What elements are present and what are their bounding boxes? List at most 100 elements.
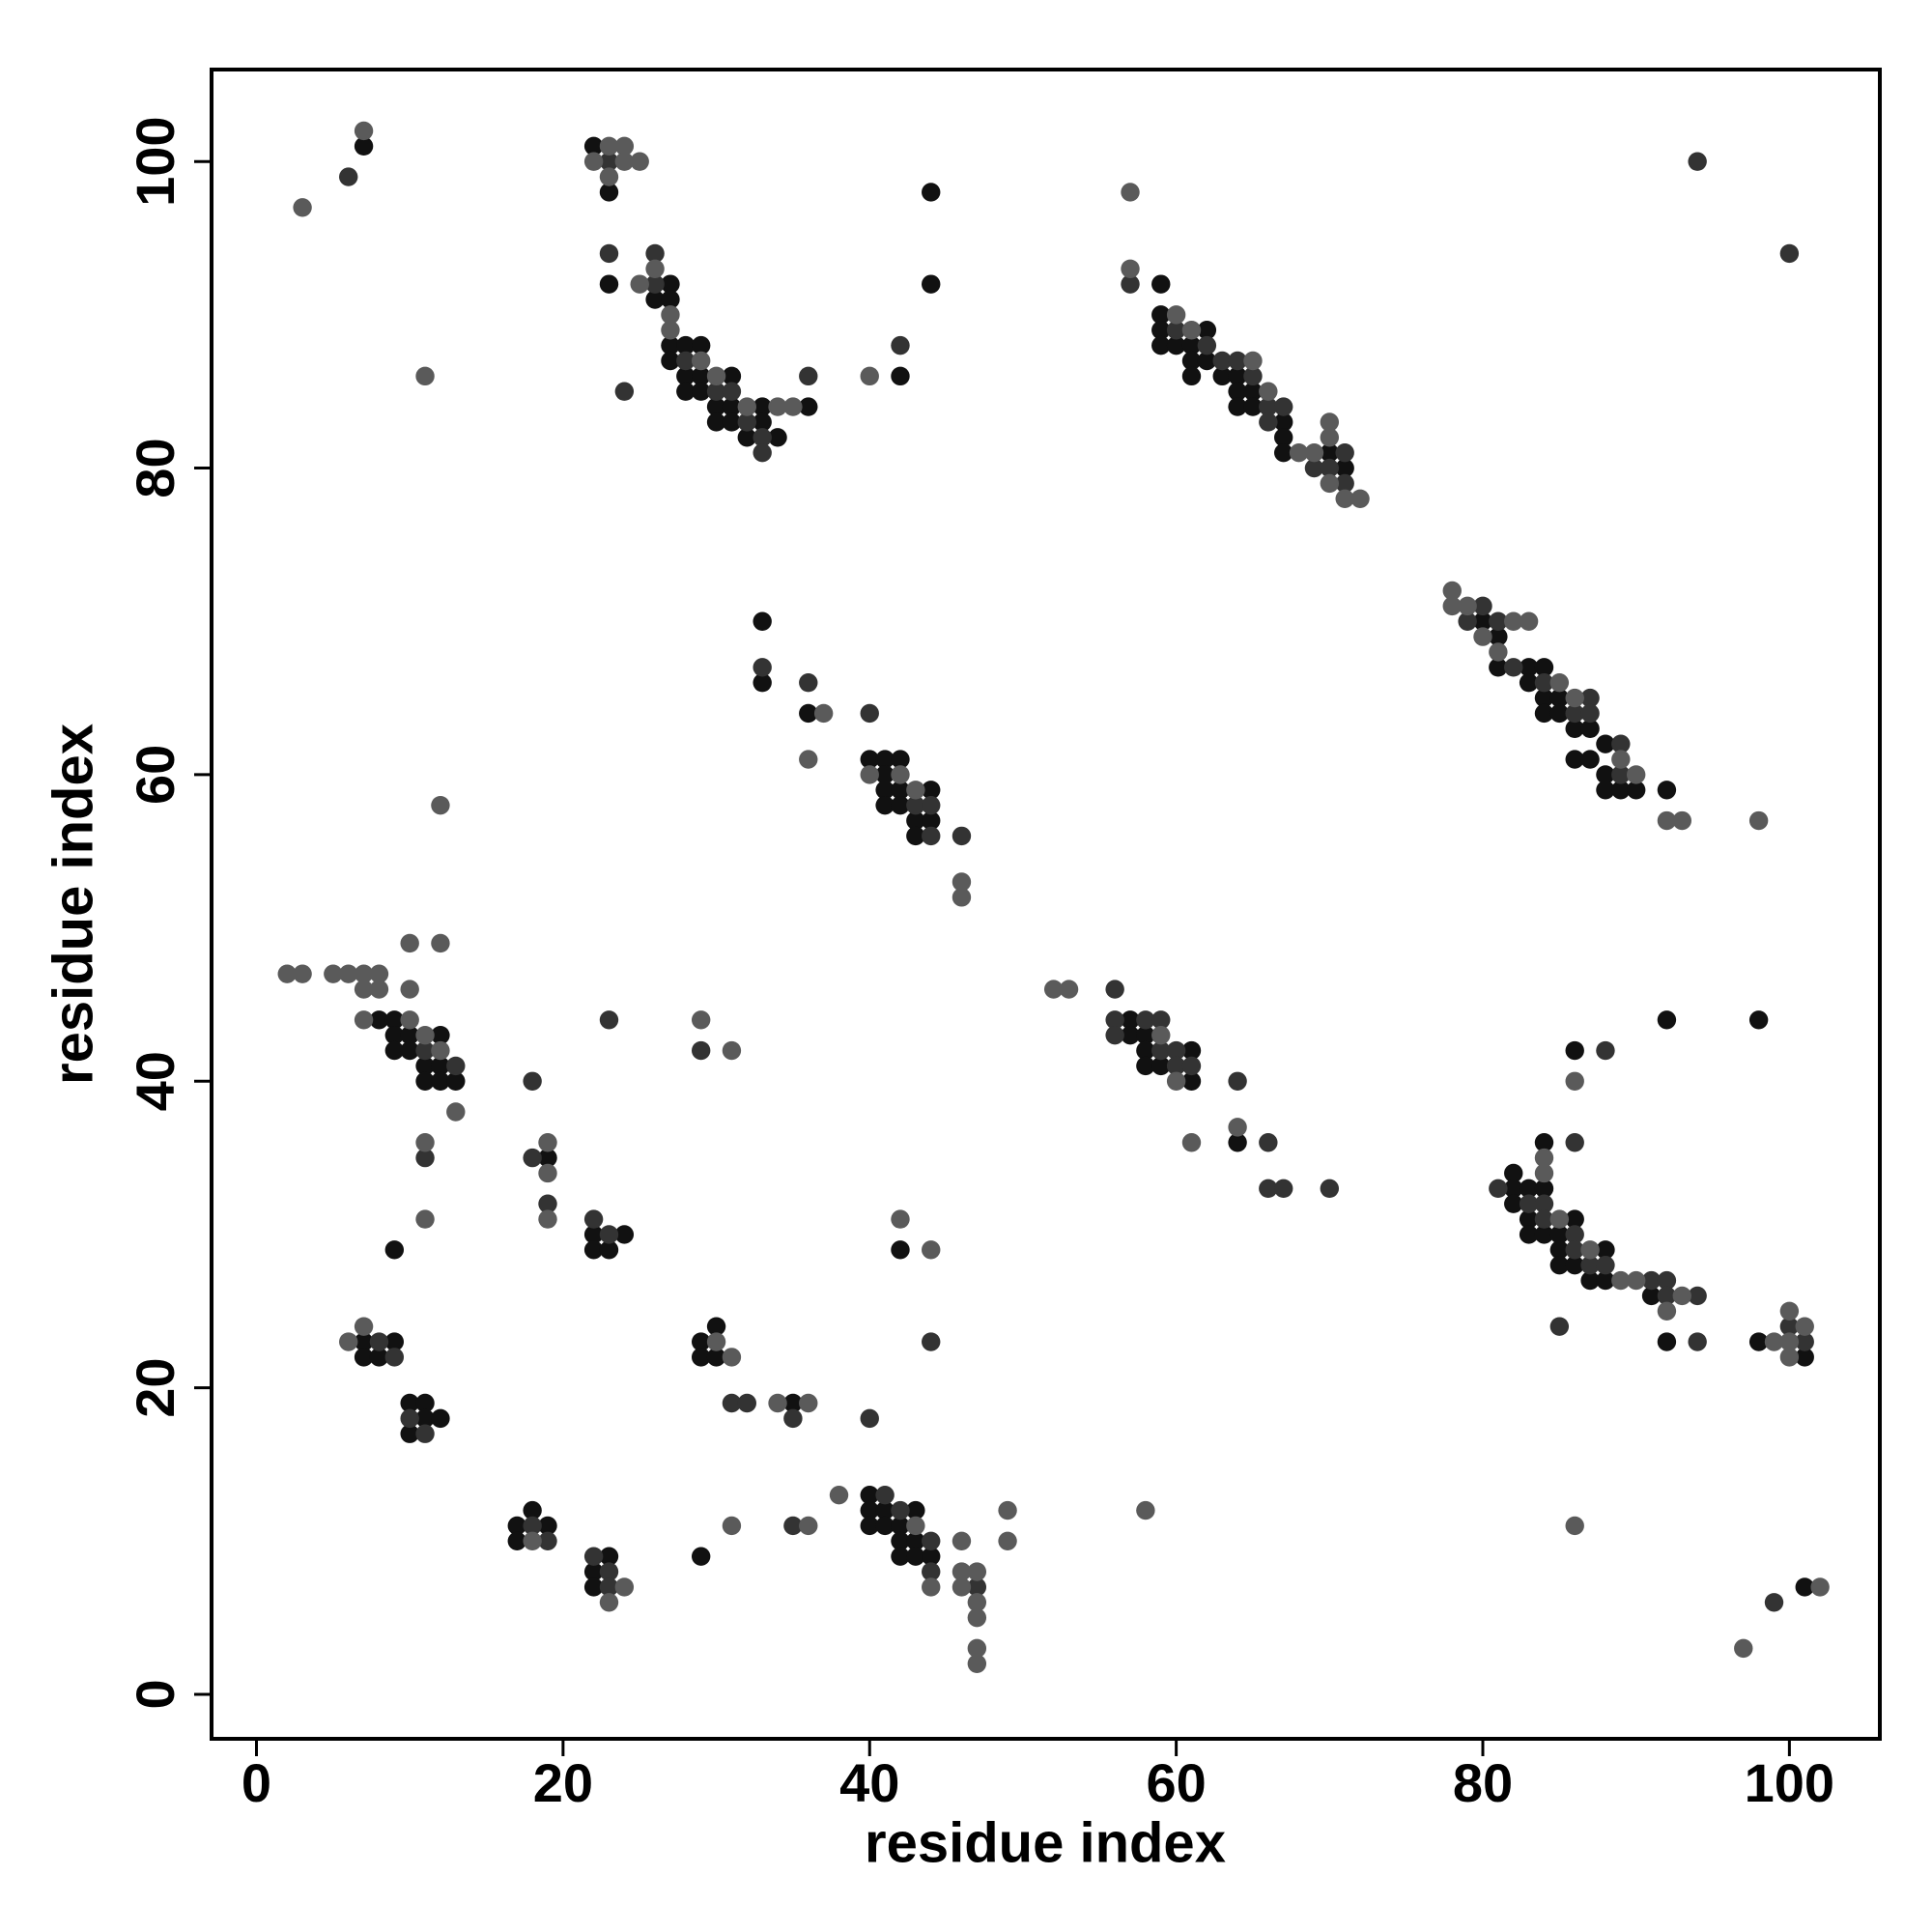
contact-point — [706, 366, 726, 386]
contact-point — [645, 259, 665, 278]
contact-point — [1672, 1286, 1691, 1306]
contact-point — [922, 781, 941, 800]
contact-point — [722, 1348, 742, 1367]
contact-point — [415, 366, 435, 386]
contact-point — [875, 795, 895, 815]
contact-point — [1534, 1209, 1554, 1229]
contact-point — [1565, 1516, 1584, 1536]
contact-point — [1259, 412, 1278, 432]
contact-point — [906, 1547, 925, 1566]
contact-point — [1504, 658, 1523, 677]
contact-point — [339, 1332, 358, 1351]
contact-point — [614, 1225, 635, 1244]
contact-point — [783, 1408, 803, 1429]
contact-point — [1534, 1163, 1554, 1183]
contact-point — [523, 1531, 542, 1551]
contact-point — [691, 1040, 711, 1061]
contact-point — [1105, 980, 1124, 999]
contact-point — [1641, 1286, 1662, 1306]
contact-point — [952, 826, 972, 846]
contact-point — [1320, 428, 1340, 447]
contact-point — [891, 1209, 910, 1229]
contact-point — [1779, 1332, 1800, 1351]
contact-point — [1274, 428, 1293, 447]
contact-point — [538, 1163, 557, 1183]
contact-point — [630, 274, 649, 294]
contact-point — [1795, 1348, 1814, 1367]
contact-point — [1059, 980, 1079, 999]
contact-point — [1611, 1270, 1631, 1291]
contact-point — [1136, 1010, 1155, 1030]
contact-point — [1243, 382, 1263, 401]
contact-point — [691, 366, 711, 386]
contact-point — [922, 1562, 941, 1581]
contact-point — [1534, 1148, 1554, 1168]
contact-point — [1565, 1133, 1584, 1152]
contact-point — [538, 1133, 557, 1152]
contact-point — [860, 703, 879, 724]
contact-point — [1243, 397, 1263, 416]
contact-point — [415, 1424, 435, 1443]
contact-point — [1580, 703, 1600, 724]
plot-frame — [210, 68, 1882, 1741]
contact-point — [1228, 366, 1247, 386]
contact-point — [1473, 596, 1492, 616]
contact-point — [1580, 719, 1600, 739]
contact-point — [599, 1547, 619, 1566]
contact-point — [1549, 703, 1570, 724]
contact-point — [384, 1010, 405, 1030]
contact-point — [1304, 458, 1324, 478]
contact-point — [369, 964, 389, 983]
contact-point — [400, 1040, 419, 1061]
contact-point — [1136, 1025, 1155, 1045]
contact-point — [293, 964, 312, 983]
contact-point — [1534, 1133, 1554, 1152]
contact-point — [998, 1500, 1017, 1520]
contact-point — [1335, 473, 1354, 494]
contact-point — [1596, 765, 1615, 784]
contact-point — [400, 980, 419, 999]
contact-point — [1212, 351, 1232, 371]
contact-point — [354, 121, 374, 141]
contact-point — [706, 412, 726, 432]
contact-point — [1580, 1270, 1600, 1291]
contact-point — [922, 1332, 941, 1351]
x-tick-label: 20 — [533, 1752, 593, 1813]
contact-point — [922, 274, 941, 294]
contact-point — [1657, 1301, 1677, 1321]
contact-point — [1320, 1179, 1340, 1199]
contact-point — [339, 964, 358, 983]
contact-point — [1151, 335, 1171, 355]
contact-point — [1504, 611, 1523, 631]
contact-point — [1181, 1056, 1202, 1076]
contact-point — [614, 136, 635, 156]
contact-point — [324, 964, 343, 983]
contact-point — [1779, 1301, 1800, 1321]
contact-point — [967, 1577, 987, 1597]
contact-point — [860, 765, 879, 784]
contact-point — [1274, 397, 1293, 416]
contact-point — [1748, 810, 1769, 831]
contact-point — [1151, 1040, 1171, 1061]
contact-point — [446, 1102, 466, 1122]
contact-point — [1596, 1255, 1615, 1275]
contact-point — [1748, 1332, 1769, 1351]
contact-point — [354, 1332, 374, 1351]
contact-point — [1350, 489, 1370, 508]
contact-point — [1565, 1040, 1584, 1061]
contact-point — [599, 1562, 619, 1581]
x-tick-label: 60 — [1146, 1752, 1206, 1813]
contact-point — [706, 397, 726, 416]
contact-point — [384, 1040, 405, 1061]
contact-point — [1136, 1056, 1155, 1076]
contact-point — [1259, 397, 1278, 416]
contact-point — [354, 964, 374, 983]
contact-point — [706, 1317, 726, 1336]
contact-point — [1657, 810, 1677, 831]
contact-point — [1734, 1638, 1753, 1659]
contact-point — [1151, 1056, 1171, 1076]
contact-point — [891, 1500, 910, 1520]
contact-point — [922, 795, 941, 815]
contact-point — [614, 382, 635, 401]
contact-point — [1565, 703, 1584, 724]
